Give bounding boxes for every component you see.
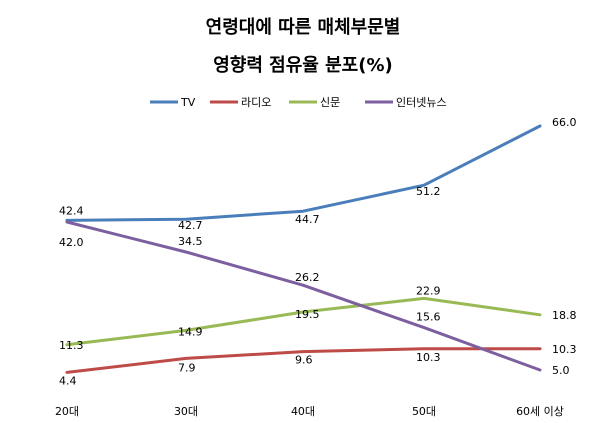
data-label: 42.7 xyxy=(178,219,203,232)
x-tick-label: 40대 xyxy=(291,405,315,418)
data-label: 26.2 xyxy=(295,271,320,284)
data-label: 22.9 xyxy=(416,284,441,297)
data-label: 10.3 xyxy=(416,351,441,364)
data-label: 4.4 xyxy=(59,374,77,387)
legend-item-4: 인터넷뉴스 xyxy=(365,96,447,109)
series-line-3 xyxy=(65,296,542,347)
data-label: 66.0 xyxy=(552,116,577,129)
data-label: 7.9 xyxy=(178,361,196,374)
data-label: 14.9 xyxy=(178,325,203,338)
data-labels: 42.4 42.7 44.7 51.2 66.0 4.4 7.9 9.6 10.3 10.3 11.… xyxy=(59,116,577,387)
data-label: 44.7 xyxy=(295,213,320,226)
series-group xyxy=(65,124,542,374)
data-label: 11.3 xyxy=(59,339,84,352)
x-tick-label: 30대 xyxy=(174,405,198,418)
legend-label: 라디오 xyxy=(241,96,271,109)
data-label: 42.0 xyxy=(59,236,84,249)
chart-subtitle: 영향력 점유율 분포(%) xyxy=(213,55,393,76)
data-label: 9.6 xyxy=(295,354,313,367)
legend-label: 인터넷뉴스 xyxy=(396,96,447,109)
data-label: 19.5 xyxy=(295,308,320,321)
chart-title: 연령대에 따른 매체부문별 xyxy=(206,17,401,38)
data-label: 51.2 xyxy=(416,185,441,198)
legend-label: 신문 xyxy=(320,96,340,109)
data-label: 15.6 xyxy=(416,311,441,324)
x-axis-ticks: 20대 30대 40대 50대 60세 이상 xyxy=(55,405,564,418)
data-label: 34.5 xyxy=(178,235,203,248)
data-label: 5.0 xyxy=(552,364,570,377)
data-label: 18.8 xyxy=(552,309,577,322)
legend-item-2: 라디오 xyxy=(210,96,271,109)
series-line-2 xyxy=(65,347,542,374)
legend-item-1: TV xyxy=(150,96,196,109)
series-line-1 xyxy=(65,124,542,222)
x-tick-label: 50대 xyxy=(412,405,436,418)
series-line-4 xyxy=(65,220,542,372)
data-label: 10.3 xyxy=(552,343,577,356)
x-tick-label: 60세 이상 xyxy=(516,405,564,418)
legend-label: TV xyxy=(180,96,196,109)
data-label: 42.4 xyxy=(59,204,84,217)
x-tick-label: 20대 xyxy=(55,405,79,418)
legend-item-3: 신문 xyxy=(289,96,340,109)
legend: TV 라디오 신문 인터넷뉴스 xyxy=(150,96,447,109)
